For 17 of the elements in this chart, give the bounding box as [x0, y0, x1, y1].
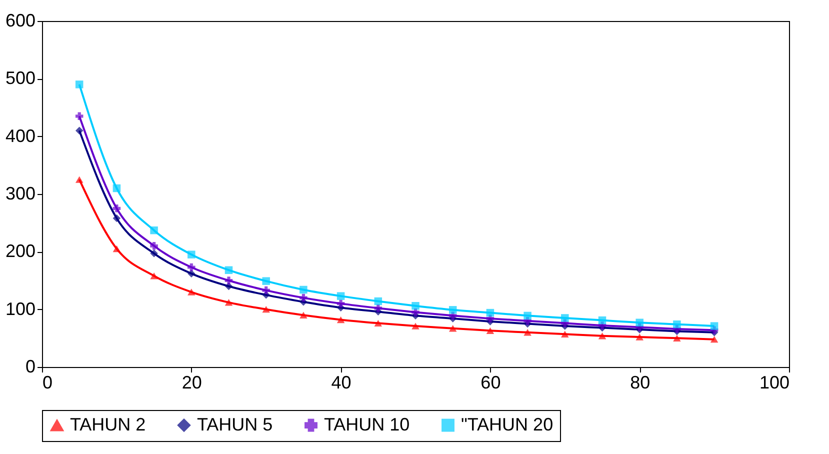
x-tick-label: 40 — [331, 372, 352, 392]
y-tick-label: 100 — [5, 298, 36, 319]
x-tick-label: 20 — [182, 372, 202, 392]
y-tick-label: 200 — [5, 241, 36, 262]
y-tick-label: 400 — [5, 126, 36, 146]
y-tick-label: 0 — [25, 356, 36, 376]
y-tick-label: 300 — [5, 184, 36, 204]
legend-label: "TAHUN 20 — [461, 414, 554, 434]
x-tick-label: 80 — [630, 372, 650, 392]
legend-label: TAHUN 10 — [324, 414, 410, 434]
legend-label: TAHUN 2 — [70, 414, 146, 434]
x-tick-label: 100 — [759, 372, 790, 392]
x-tick-label: 0 — [42, 372, 53, 392]
y-tick-label: 600 — [5, 10, 36, 30]
y-tick-label: 500 — [5, 68, 36, 88]
legend-label: TAHUN 5 — [197, 414, 273, 434]
x-tick-label: 60 — [480, 372, 501, 392]
